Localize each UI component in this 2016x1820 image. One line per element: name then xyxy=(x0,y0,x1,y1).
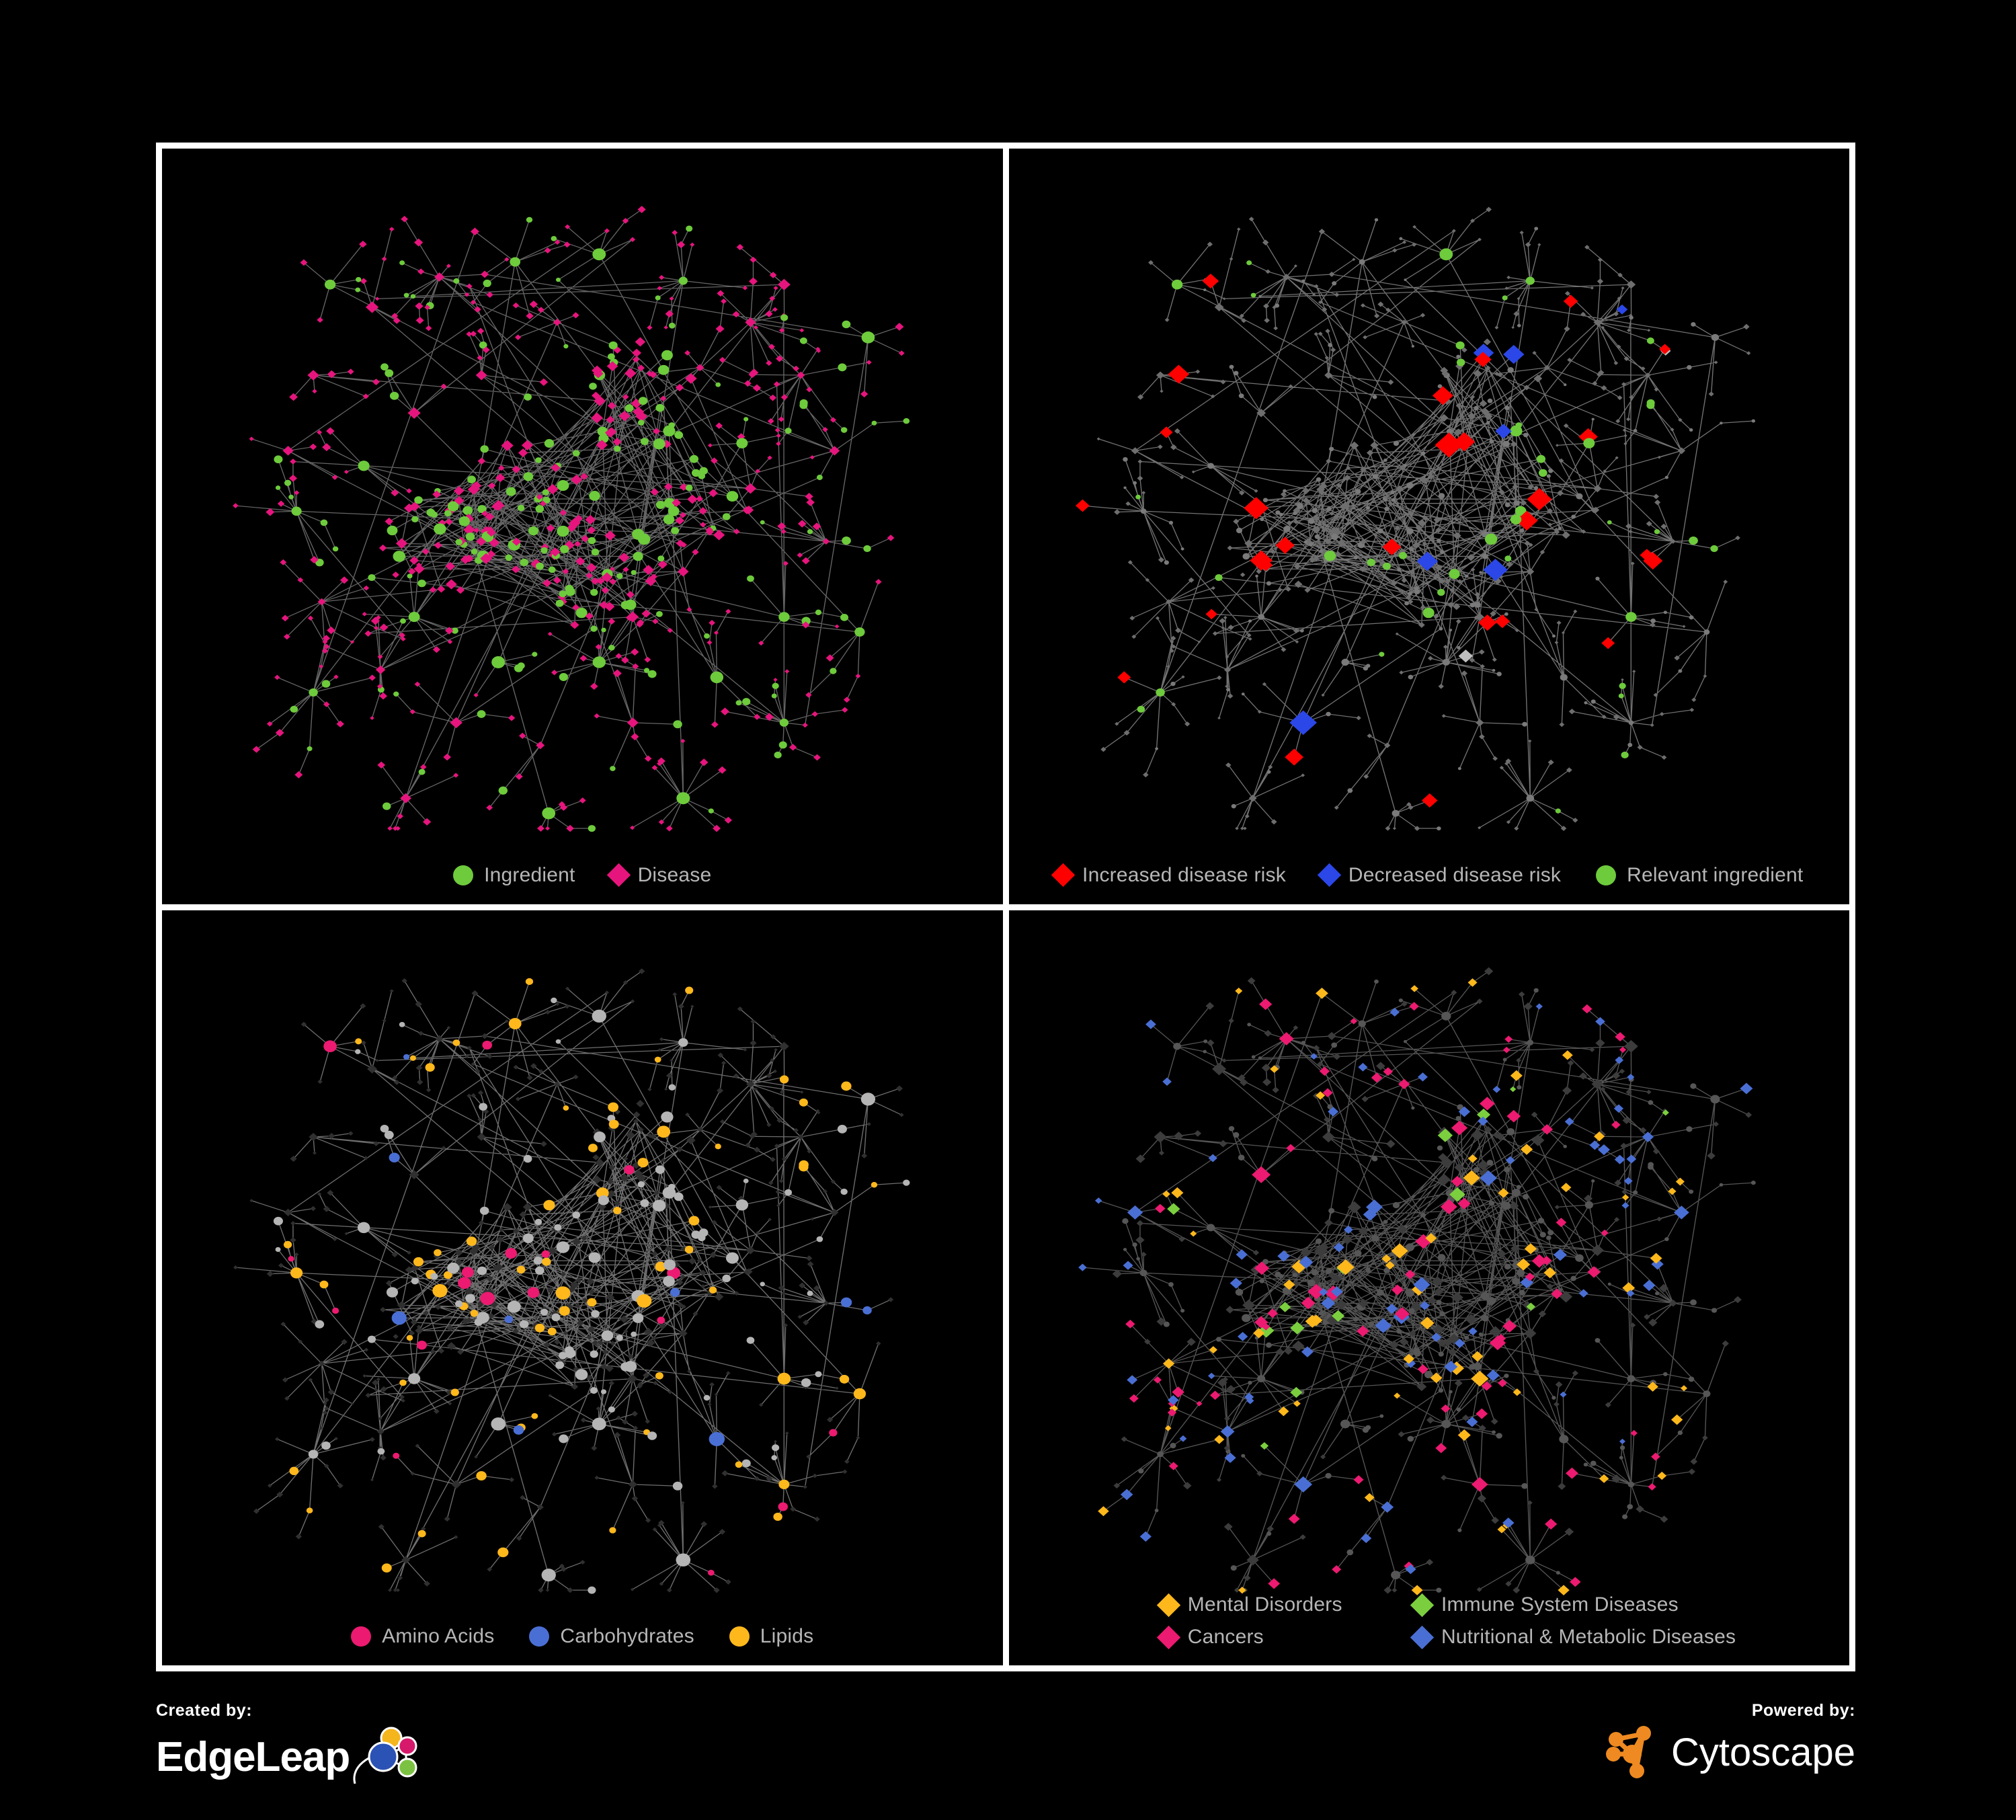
legend-item-immune-system-diseases[interactable]: Immune System Diseases xyxy=(1407,1593,1679,1617)
decreased-risk-diamond-icon xyxy=(1317,863,1342,887)
panel-ingredient-class[interactable]: Amino Acids Carbohydrates Lipids xyxy=(162,910,1003,1666)
legend-item-increased-risk[interactable]: Increased disease risk xyxy=(1051,863,1286,887)
panel-ingredient-disease[interactable]: Ingredient Disease xyxy=(162,149,1003,904)
legend-label-nutritional-metabolic-diseases: Nutritional & Metabolic Diseases xyxy=(1441,1626,1736,1648)
legend-ingredient-class: Amino Acids Carbohydrates Lipids xyxy=(162,1625,1003,1648)
legend-label-lipids: Lipids xyxy=(760,1625,814,1647)
increased-risk-diamond-icon xyxy=(1051,863,1076,887)
legend-item-cancers[interactable]: Cancers xyxy=(1154,1625,1407,1649)
legend-label-ingredient: Ingredient xyxy=(484,863,575,886)
relevant-ingredient-circle-icon xyxy=(1596,865,1617,885)
legend-item-disease[interactable]: Disease xyxy=(606,863,712,887)
network-canvas-ingredient-class[interactable] xyxy=(162,910,1003,1666)
cytoscape-logo-icon xyxy=(1601,1722,1663,1783)
legend-item-carbohydrates[interactable]: Carbohydrates xyxy=(529,1625,694,1648)
lipids-circle-icon xyxy=(729,1626,750,1647)
figure-frame: Ingredient Disease Increased disease ris… xyxy=(156,143,1855,1671)
edgeleap-wordmark: EdgeLeap xyxy=(156,1733,350,1780)
mental-disorders-diamond-icon xyxy=(1156,1593,1180,1617)
legend-ingredient-disease: Ingredient Disease xyxy=(162,863,1003,887)
legend-label-carbohydrates: Carbohydrates xyxy=(560,1625,694,1647)
legend-label-immune-system-diseases: Immune System Diseases xyxy=(1441,1593,1679,1616)
cancers-diamond-icon xyxy=(1156,1625,1180,1649)
cytoscape-wordmark: Cytoscape xyxy=(1670,1730,1855,1774)
network-canvas-ingredient-disease[interactable] xyxy=(162,149,1003,904)
powered-by-cytoscape[interactable]: Powered by: xyxy=(1601,1701,1855,1783)
edgeleap-logo-icon xyxy=(350,1722,424,1792)
legend-item-decreased-risk[interactable]: Decreased disease risk xyxy=(1317,863,1562,887)
legend-disease-risk: Increased disease risk Decreased disease… xyxy=(1009,863,1850,887)
legend-item-relevant-ingredient[interactable]: Relevant ingredient xyxy=(1596,864,1803,887)
panel-disease-class[interactable]: Mental Disorders Immune System Diseases … xyxy=(1008,910,1850,1666)
nutritional-metabolic-diseases-diamond-icon xyxy=(1410,1625,1435,1649)
legend-label-amino-acids: Amino Acids xyxy=(382,1625,495,1647)
carbohydrates-circle-icon xyxy=(529,1626,550,1647)
legend-disease-class: Mental Disorders Immune System Diseases … xyxy=(1154,1589,1736,1653)
amino-acids-circle-icon xyxy=(351,1626,372,1647)
legend-item-amino-acids[interactable]: Amino Acids xyxy=(351,1625,494,1648)
legend-label-mental-disorders: Mental Disorders xyxy=(1187,1593,1342,1616)
disease-diamond-icon xyxy=(606,863,631,887)
powered-by-label: Powered by: xyxy=(1751,1701,1855,1720)
footer: Created by: EdgeLeap Powered by xyxy=(156,1694,1860,1809)
created-by-label: Created by: xyxy=(156,1701,253,1720)
legend-item-lipids[interactable]: Lipids xyxy=(729,1625,814,1648)
network-canvas-disease-class[interactable] xyxy=(1009,910,1850,1666)
network-canvas-disease-risk[interactable] xyxy=(1009,149,1850,904)
legend-item-mental-disorders[interactable]: Mental Disorders xyxy=(1154,1593,1407,1617)
created-by-edgeleap[interactable]: Created by: EdgeLeap xyxy=(156,1701,424,1792)
legend-item-ingredient[interactable]: Ingredient xyxy=(453,864,575,887)
legend-item-nutritional-metabolic-diseases[interactable]: Nutritional & Metabolic Diseases xyxy=(1407,1625,1736,1649)
panel-disease-risk[interactable]: Increased disease risk Decreased disease… xyxy=(1008,149,1850,904)
legend-label-disease: Disease xyxy=(637,863,712,886)
legend-label-increased-risk: Increased disease risk xyxy=(1082,863,1286,886)
legend-label-decreased-risk: Decreased disease risk xyxy=(1348,863,1562,886)
legend-label-relevant-ingredient: Relevant ingredient xyxy=(1627,863,1804,886)
ingredient-circle-icon xyxy=(453,865,474,885)
legend-label-cancers: Cancers xyxy=(1187,1626,1264,1648)
immune-system-diseases-diamond-icon xyxy=(1410,1593,1435,1617)
